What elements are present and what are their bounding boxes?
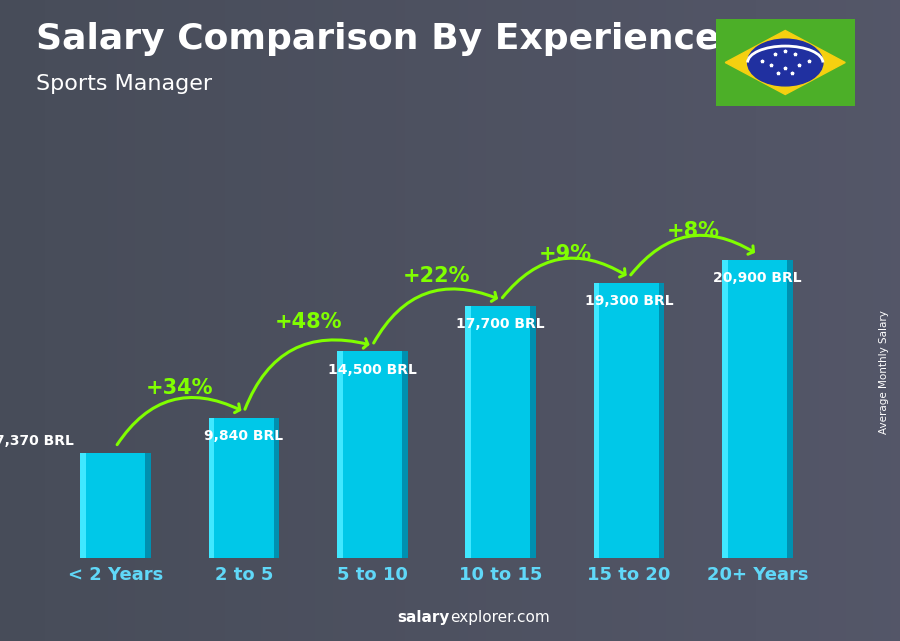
Text: +34%: +34% [146,378,213,399]
Bar [530,306,536,558]
Bar [465,306,536,558]
Text: explorer.com: explorer.com [450,610,550,625]
Bar [337,351,343,558]
Text: 17,700 BRL: 17,700 BRL [456,317,545,331]
Text: 19,300 BRL: 19,300 BRL [585,294,673,308]
Circle shape [748,39,823,86]
Text: 7,370 BRL: 7,370 BRL [0,435,74,449]
Text: +22%: +22% [403,267,471,287]
Text: Salary Comparison By Experience: Salary Comparison By Experience [36,22,719,56]
Bar [274,417,279,558]
Text: 14,500 BRL: 14,500 BRL [328,363,417,376]
Bar [594,283,664,558]
Bar [465,306,471,558]
Bar [402,351,408,558]
Text: Sports Manager: Sports Manager [36,74,212,94]
Bar [80,453,151,558]
Text: +8%: +8% [667,221,720,241]
Polygon shape [725,31,845,94]
Text: 9,840 BRL: 9,840 BRL [204,429,284,443]
Bar [722,260,728,558]
Text: Average Monthly Salary: Average Monthly Salary [879,310,889,434]
Text: +9%: +9% [538,244,591,263]
Text: +48%: +48% [274,312,342,332]
Bar [659,283,664,558]
Text: salary: salary [398,610,450,625]
Text: 20,900 BRL: 20,900 BRL [713,271,802,285]
Bar [209,417,214,558]
Bar [209,417,279,558]
Bar [594,283,599,558]
Bar [80,453,86,558]
Bar [337,351,408,558]
Bar [788,260,793,558]
Bar [145,453,151,558]
Bar [722,260,793,558]
